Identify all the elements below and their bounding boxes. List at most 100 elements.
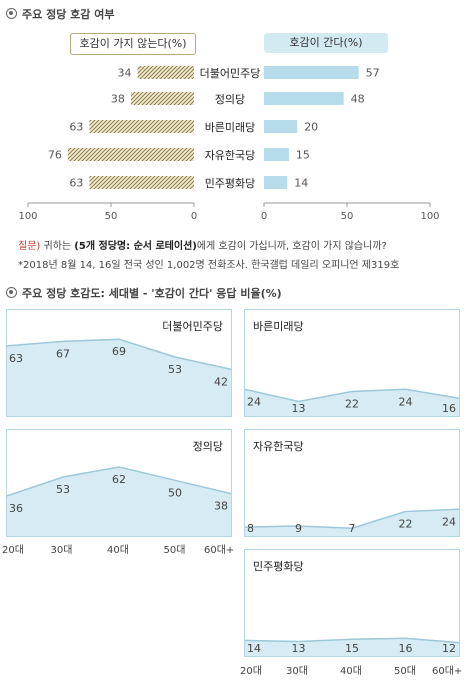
area-line (245, 388, 459, 403)
age-area-chart: 24 13 22 24 16 (245, 388, 459, 416)
party-label: 바른미래당 (204, 121, 256, 134)
area-line (7, 466, 231, 497)
favorable-bar (264, 176, 288, 189)
area-value-label: 7 (349, 522, 356, 535)
party-label: 정의당 (214, 93, 246, 106)
party-label: 자유한국당 (204, 149, 256, 162)
age-area-chart: 14 13 15 16 12 (245, 637, 459, 656)
area-value-label: 50 (168, 486, 182, 499)
age-area-chart: 36 53 62 50 38 (7, 466, 231, 536)
question-bold: (5개 정당명: 순서 로테이션) (74, 241, 197, 252)
area-value-label: 36 (9, 502, 23, 515)
area-value-label: 63 (9, 352, 23, 365)
bullet-icon (6, 8, 17, 19)
legend-favorable: 호감이 간다(%) (264, 33, 388, 53)
favorable-value: 20 (304, 121, 318, 134)
unfavorable-value: 34 (118, 67, 132, 80)
unfavorable-bar (137, 66, 194, 79)
age-axis-label: 40대 (107, 545, 129, 556)
area-value-label: 24 (399, 395, 413, 408)
question-note: 질문) 귀하는 (5개 정당명: 순서 로테이션)에게 호감이 가십니까, 호감… (18, 237, 387, 252)
area-value-label: 62 (112, 473, 126, 486)
age-axis-label: 20대 (240, 666, 262, 677)
panel-title: 더불어민주당 (162, 320, 223, 333)
age-area-chart: 8 9 7 22 24 (245, 508, 459, 536)
favorable-value: 14 (294, 177, 308, 190)
area-value-label: 38 (214, 500, 228, 513)
unfavorable-value: 76 (48, 149, 62, 162)
area-fill (245, 638, 459, 656)
area-value-label: 13 (292, 402, 306, 415)
right-axis-tick-label: 0 (261, 211, 267, 222)
area-fill (245, 509, 459, 536)
area-value-label: 24 (247, 395, 261, 408)
favorable-value: 57 (366, 67, 380, 80)
age-area-chart: 63 67 69 53 42 (7, 338, 231, 416)
area-value-label: 13 (292, 642, 306, 655)
age-panel: 14 13 15 16 12 민주평화당 (244, 549, 460, 657)
age-axis-label: 30대 (286, 666, 308, 677)
unfavorable-bar (67, 148, 194, 161)
section1-title: 주요 정당 호감 여부 (6, 6, 114, 22)
panel-title: 자유한국당 (253, 440, 304, 453)
area-fill (245, 389, 459, 416)
favorability-bar-chart: 34 57 38 48 63 20 76 15 63 14 100 50 0 0 50 100 (18, 66, 440, 222)
panel-title: 정의당 (192, 440, 223, 453)
party-label: 민주평화당 (204, 177, 256, 190)
area-value-label: 53 (168, 363, 182, 376)
legend-unfavorable: 호감이 가지 않는다(%) (70, 33, 196, 55)
source-note: *2018년 8월 14, 16일 전국 성인 1,002명 전화조사. 한국갤… (18, 260, 400, 271)
question-post: 에게 호감이 가십니까, 호감이 가지 않습니까? (196, 241, 387, 252)
area-value-label: 14 (247, 642, 261, 655)
unfavorable-value: 63 (69, 177, 83, 190)
area-value-label: 22 (345, 398, 359, 411)
area-value-label: 9 (295, 522, 302, 535)
right-axis-tick-label: 100 (420, 211, 439, 222)
unfavorable-value: 63 (69, 121, 83, 134)
age-panel: 8 9 7 22 24 자유한국당 (244, 429, 460, 537)
age-axis-label: 60대+ (204, 545, 235, 556)
panel-title: 민주평화당 (253, 560, 304, 573)
area-value-label: 16 (442, 402, 456, 415)
question-pre: 귀하는 (43, 241, 72, 252)
favorable-value: 48 (351, 93, 365, 106)
area-fill (7, 339, 231, 416)
unfavorable-bar (89, 176, 194, 189)
area-value-label: 8 (247, 522, 254, 535)
area-line (7, 338, 231, 371)
unfavorable-bar (130, 92, 194, 105)
panel-title: 바른미래당 (253, 320, 304, 333)
area-line (245, 637, 459, 644)
age-axis-label: 60대+ (432, 666, 463, 677)
area-value-label: 15 (345, 642, 359, 655)
age-axis-label: 50대 (163, 545, 186, 556)
age-axis-label: 30대 (50, 545, 73, 556)
area-value-label: 24 (442, 515, 456, 528)
left-axis-tick-label: 100 (18, 211, 37, 222)
area-fill (7, 467, 231, 536)
left-axis-tick-label: 50 (105, 211, 118, 222)
question-tag: 질문) (18, 241, 41, 252)
party-label: 더불어민주당 (199, 67, 261, 80)
area-value-label: 16 (399, 642, 413, 655)
favorable-bar (264, 120, 298, 133)
section2-title: 주요 정당 호감도: 세대별 - '호감이 간다' 응답 비율(%) (6, 285, 282, 301)
age-axis-label: 40대 (340, 666, 362, 677)
section2-title-text: 주요 정당 호감도: 세대별 - '호감이 간다' 응답 비율(%) (22, 287, 282, 300)
age-axis-label: 50대 (394, 666, 416, 677)
unfavorable-bar (89, 120, 194, 133)
left-axis-tick-label: 0 (191, 211, 197, 222)
area-line (245, 508, 459, 529)
area-value-label: 12 (442, 642, 456, 655)
age-panel: 24 13 22 24 16 바른미래당 (244, 309, 460, 417)
area-value-label: 42 (214, 375, 228, 388)
right-axis-tick-label: 50 (341, 211, 354, 222)
favorable-value: 15 (296, 149, 310, 162)
unfavorable-value: 38 (111, 93, 125, 106)
section1-title-text: 주요 정당 호감 여부 (22, 8, 115, 21)
area-value-label: 22 (399, 518, 413, 531)
favorable-bar (264, 92, 344, 105)
bullet-icon (6, 287, 17, 298)
age-panel: 36 53 62 50 38 정의당 (6, 429, 232, 537)
area-value-label: 67 (56, 347, 70, 360)
